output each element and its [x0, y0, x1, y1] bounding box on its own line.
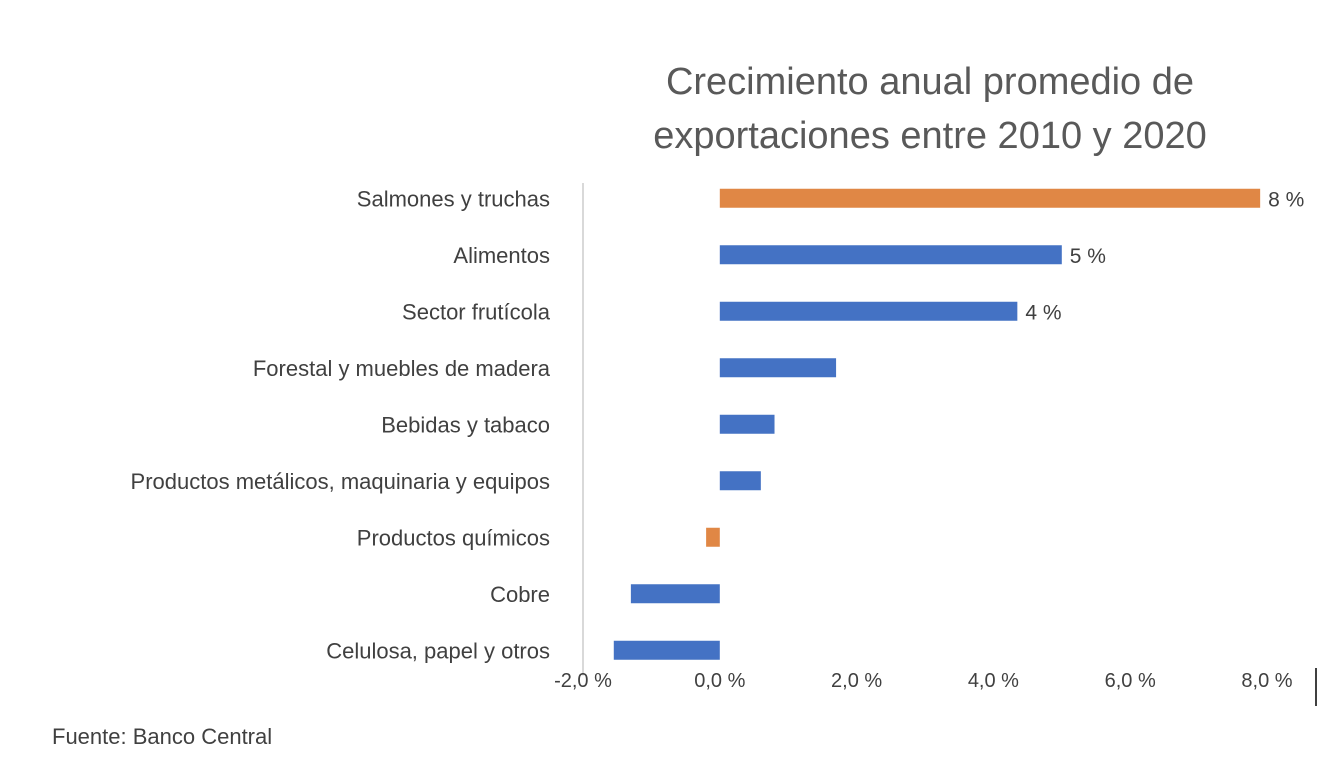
bar [719, 414, 775, 434]
category-labels: Salmones y truchas Alimentos Sector frutíc… [131, 186, 551, 663]
bar [706, 527, 720, 547]
category-label: Bebidas y tabaco [381, 412, 550, 437]
chart-title: Crecimiento anual promedio de exportacion… [653, 61, 1207, 157]
chart-title-line-1: Crecimiento anual promedio de [666, 61, 1194, 103]
bar [719, 188, 1261, 208]
bar-data-label: 8 % [1268, 188, 1304, 211]
chart-title-line-2: exportaciones entre 2010 y 2020 [653, 115, 1207, 157]
x-tick-label: 2,0 % [831, 670, 882, 692]
data-labels: 8 % 5 % 4 % [1025, 188, 1304, 324]
bar-data-label: 5 % [1070, 245, 1106, 268]
bars [613, 188, 1261, 660]
category-label: Productos metálicos, maquinaria y equipo… [131, 469, 550, 494]
bar [613, 640, 720, 660]
x-tick-label: 8,0 % [1241, 670, 1292, 692]
category-label: Salmones y truchas [357, 186, 550, 211]
category-label: Productos químicos [357, 525, 550, 550]
bar [719, 245, 1062, 265]
category-label: Cobre [490, 582, 550, 607]
category-label: Forestal y muebles de madera [253, 356, 551, 381]
bar-data-label: 4 % [1025, 301, 1061, 324]
category-label: Sector frutícola [402, 299, 551, 324]
bar [719, 301, 1018, 321]
bar [630, 584, 720, 604]
x-tick-labels: -2,0 % 0,0 % 2,0 % 4,0 % 6,0 % 8,0 % [554, 670, 1293, 692]
bar [719, 471, 761, 491]
x-tick-label: 4,0 % [968, 670, 1019, 692]
category-label: Celulosa, papel y otros [326, 638, 550, 663]
bar [719, 358, 837, 378]
x-tick-label: -2,0 % [554, 670, 612, 692]
source-note: Fuente: Banco Central [52, 724, 272, 749]
x-tick-label: 6,0 % [1105, 670, 1156, 692]
category-label: Alimentos [453, 243, 550, 268]
x-tick-label: 0,0 % [694, 670, 745, 692]
